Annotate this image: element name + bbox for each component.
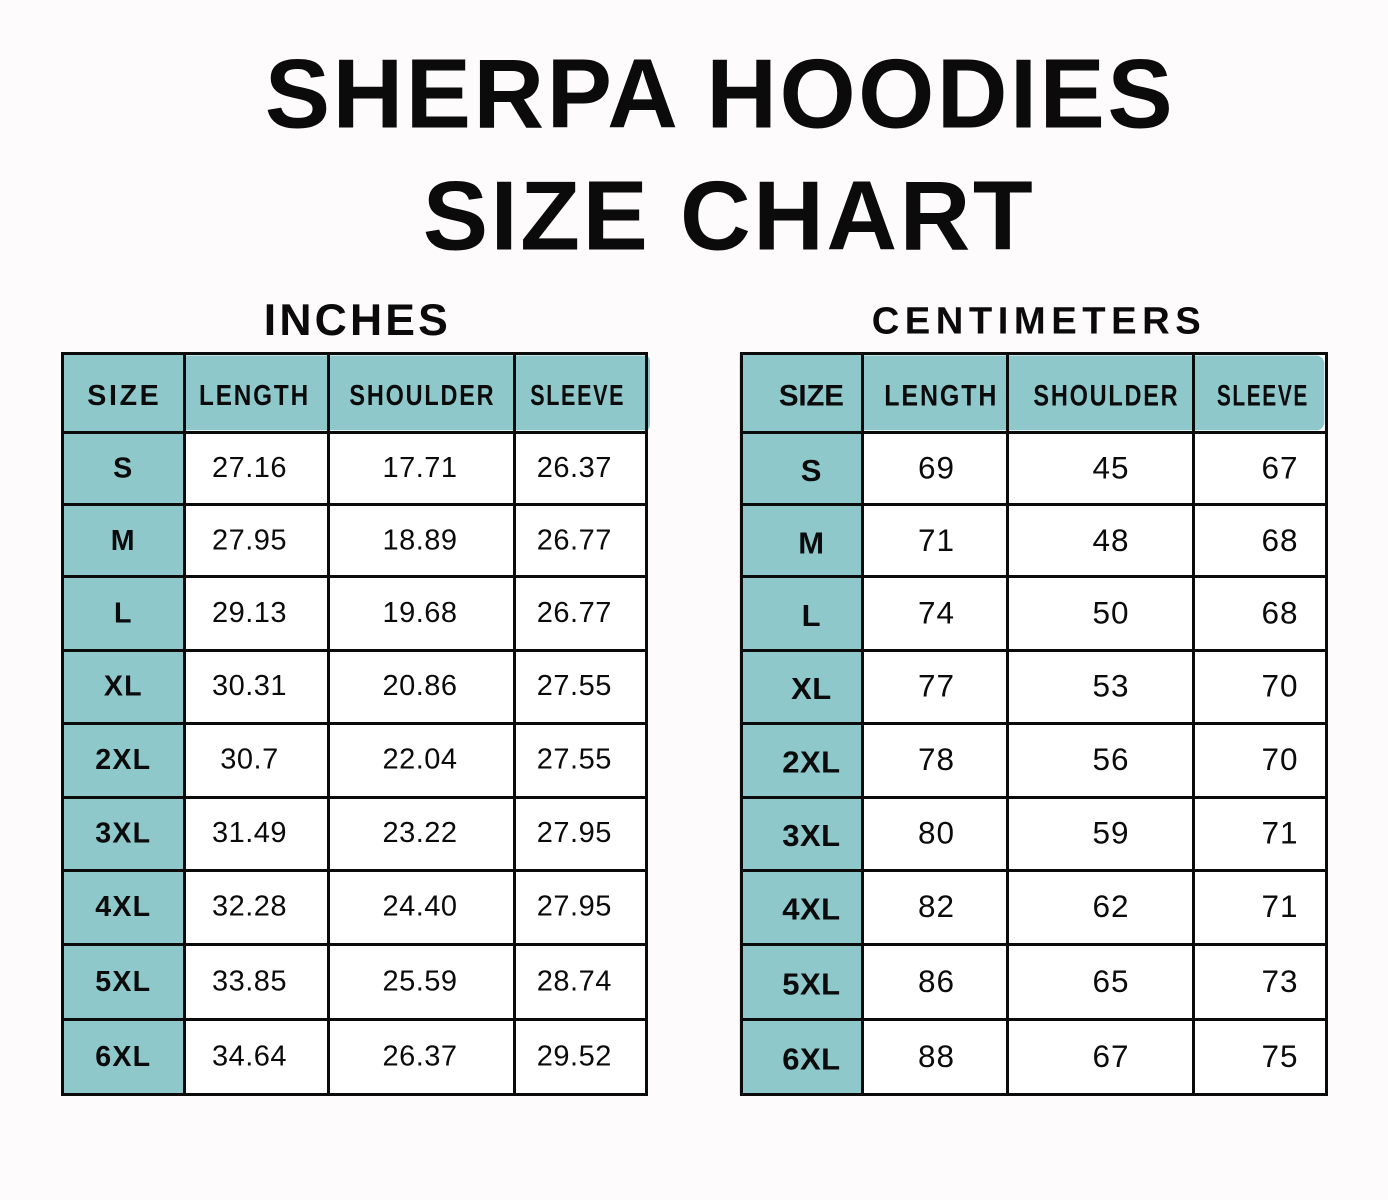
svg-text:32.28: 32.28	[212, 891, 287, 923]
svg-text:80: 80	[918, 815, 955, 851]
svg-text:27.95: 27.95	[537, 817, 612, 849]
svg-text:4XL: 4XL	[95, 891, 151, 923]
svg-text:INCHES: INCHES	[264, 296, 448, 345]
svg-text:29.52: 29.52	[537, 1040, 612, 1072]
svg-text:26.77: 26.77	[537, 524, 612, 556]
svg-text:S: S	[801, 453, 822, 488]
svg-text:59: 59	[1092, 815, 1129, 851]
svg-text:24.40: 24.40	[382, 891, 457, 923]
svg-text:65: 65	[1092, 963, 1129, 999]
svg-text:26.37: 26.37	[382, 1040, 457, 1072]
svg-text:SIZE CHART: SIZE CHART	[423, 160, 1033, 270]
svg-text:M: M	[111, 525, 136, 557]
svg-text:78: 78	[918, 741, 955, 777]
svg-text:SHOULDER: SHOULDER	[1033, 380, 1179, 413]
svg-text:3XL: 3XL	[95, 818, 151, 850]
svg-text:3XL: 3XL	[782, 818, 840, 853]
svg-text:26.37: 26.37	[537, 452, 612, 484]
svg-text:67: 67	[1092, 1038, 1129, 1074]
svg-text:SIZE: SIZE	[779, 380, 844, 413]
svg-text:71: 71	[1261, 888, 1298, 924]
svg-text:L: L	[114, 598, 133, 630]
svg-text:27.95: 27.95	[537, 891, 612, 923]
svg-text:LENGTH: LENGTH	[199, 380, 310, 412]
svg-text:17.71: 17.71	[382, 452, 457, 484]
svg-text:25.59: 25.59	[382, 965, 457, 997]
svg-text:62: 62	[1092, 888, 1129, 924]
svg-text:86: 86	[918, 963, 955, 999]
svg-text:L: L	[802, 598, 821, 633]
svg-text:18.89: 18.89	[382, 524, 457, 556]
svg-text:28.74: 28.74	[537, 965, 612, 997]
svg-text:53: 53	[1092, 668, 1129, 704]
svg-text:19.68: 19.68	[382, 597, 457, 629]
svg-text:48: 48	[1092, 522, 1129, 558]
svg-text:27.55: 27.55	[537, 670, 612, 702]
svg-text:34.64: 34.64	[212, 1040, 287, 1072]
svg-text:6XL: 6XL	[95, 1041, 151, 1073]
svg-text:73: 73	[1261, 963, 1298, 999]
svg-text:LENGTH: LENGTH	[884, 380, 998, 413]
svg-text:CENTIMETERS: CENTIMETERS	[872, 299, 1201, 342]
svg-text:71: 71	[1261, 815, 1298, 851]
svg-text:88: 88	[918, 1038, 955, 1074]
svg-text:5XL: 5XL	[782, 966, 840, 1001]
svg-text:68: 68	[1261, 522, 1298, 558]
svg-text:S: S	[113, 452, 133, 484]
svg-text:77: 77	[918, 668, 955, 704]
svg-text:33.85: 33.85	[212, 965, 287, 997]
svg-text:27.95: 27.95	[212, 524, 287, 556]
svg-text:SIZE: SIZE	[87, 380, 159, 412]
svg-text:50: 50	[1092, 595, 1129, 631]
svg-text:M: M	[798, 525, 824, 560]
svg-text:SLEEVE: SLEEVE	[530, 380, 625, 412]
svg-text:27.16: 27.16	[212, 452, 287, 484]
svg-text:SHOULDER: SHOULDER	[349, 380, 495, 412]
svg-text:20.86: 20.86	[382, 670, 457, 702]
svg-text:4XL: 4XL	[782, 892, 840, 927]
svg-text:2XL: 2XL	[782, 745, 840, 780]
svg-text:70: 70	[1261, 668, 1298, 704]
svg-text:SLEEVE: SLEEVE	[1217, 380, 1309, 413]
svg-text:XL: XL	[104, 671, 143, 703]
svg-text:67: 67	[1261, 449, 1298, 485]
svg-text:30.7: 30.7	[220, 744, 278, 776]
svg-text:70: 70	[1261, 741, 1298, 777]
svg-text:75: 75	[1261, 1038, 1298, 1074]
svg-text:2XL: 2XL	[95, 744, 151, 776]
svg-text:69: 69	[918, 449, 955, 485]
svg-text:XL: XL	[791, 671, 832, 706]
svg-text:23.22: 23.22	[382, 817, 457, 849]
svg-text:74: 74	[918, 595, 955, 631]
svg-text:68: 68	[1261, 595, 1298, 631]
svg-text:5XL: 5XL	[95, 966, 151, 998]
svg-text:6XL: 6XL	[782, 1041, 840, 1076]
svg-text:27.55: 27.55	[537, 744, 612, 776]
svg-text:45: 45	[1092, 449, 1129, 485]
svg-text:29.13: 29.13	[212, 597, 287, 629]
svg-text:22.04: 22.04	[382, 744, 457, 776]
svg-text:26.77: 26.77	[537, 597, 612, 629]
svg-text:30.31: 30.31	[212, 670, 287, 702]
svg-text:82: 82	[918, 888, 955, 924]
svg-text:SHERPA HOODIES: SHERPA HOODIES	[265, 38, 1173, 148]
svg-text:56: 56	[1092, 741, 1129, 777]
svg-text:31.49: 31.49	[212, 817, 287, 849]
svg-text:71: 71	[918, 522, 955, 558]
